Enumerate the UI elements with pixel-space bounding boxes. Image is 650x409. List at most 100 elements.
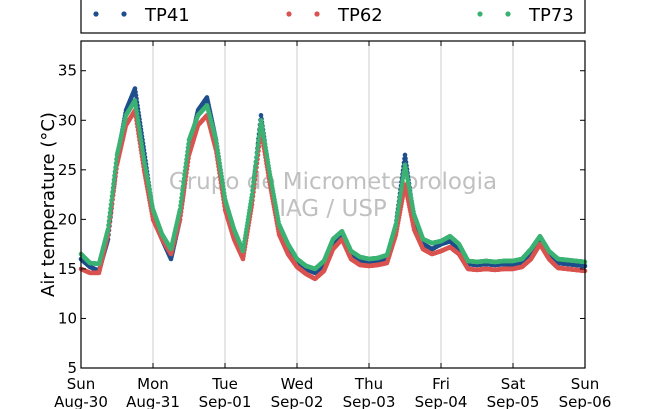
data-point	[186, 141, 191, 147]
data-point	[254, 151, 260, 156]
data-point	[180, 187, 185, 193]
data-point	[185, 145, 191, 151]
data-point	[251, 175, 257, 181]
data-point	[252, 167, 258, 173]
data-point	[108, 206, 113, 211]
y-tick-label: 15	[58, 260, 77, 278]
data-point	[112, 173, 117, 178]
data-point	[107, 214, 112, 220]
x-tick-label-date: Aug-30	[54, 393, 108, 409]
y-tick-label: 5	[67, 359, 77, 377]
y-tick-label: 20	[58, 210, 77, 228]
y-axis-title: Air temperature (°C)	[38, 112, 59, 297]
data-point	[255, 142, 261, 148]
legend-label: TP73	[528, 5, 574, 26]
x-tick-label-date: Aug-31	[126, 393, 180, 409]
data-point	[183, 160, 189, 166]
data-point	[252, 171, 257, 177]
data-point	[114, 156, 119, 162]
data-point	[250, 188, 255, 193]
x-tick-label-day: Sun	[67, 375, 96, 393]
data-point	[105, 226, 111, 232]
legend-marker	[121, 11, 127, 17]
x-tick-label-day: Wed	[281, 375, 314, 393]
legend-label: TP62	[337, 5, 383, 26]
data-point	[256, 134, 262, 140]
data-point	[403, 156, 408, 161]
data-point	[257, 130, 262, 135]
data-point	[179, 195, 184, 201]
data-point	[254, 155, 259, 160]
watermark-text: IAG / USP	[279, 196, 387, 222]
data-point	[256, 138, 261, 144]
legend-marker	[505, 11, 511, 17]
data-point	[181, 176, 187, 181]
legend-label: TP41	[144, 5, 190, 26]
x-tick-label-day: Mon	[137, 375, 169, 393]
data-point	[253, 159, 259, 164]
data-point	[110, 185, 116, 191]
data-point	[184, 153, 190, 158]
data-point	[255, 146, 260, 152]
data-point	[178, 203, 183, 208]
x-tick-label-date: Sep-04	[415, 393, 468, 409]
y-tick-label: 30	[58, 111, 77, 129]
data-point	[109, 193, 115, 199]
legend-marker	[314, 11, 320, 17]
data-point	[180, 184, 186, 189]
y-tick-label: 10	[58, 309, 77, 327]
data-point	[110, 189, 115, 195]
data-points	[78, 86, 588, 282]
legend-marker	[286, 11, 292, 17]
data-point	[250, 184, 256, 189]
data-point	[133, 89, 138, 95]
data-point	[113, 160, 119, 166]
data-point	[132, 86, 138, 91]
data-point	[112, 169, 118, 174]
series-TP73	[78, 98, 588, 272]
legend: TP41 TP62 TP73	[80, 0, 586, 34]
data-point	[179, 191, 185, 197]
x-tick-label-date: Sep-01	[199, 393, 252, 409]
x-tick-label-day: Tue	[211, 375, 238, 393]
x-tick-label-day: Thu	[354, 375, 383, 393]
x-tick-label-date: Sep-02	[271, 393, 324, 409]
data-point	[183, 164, 188, 170]
data-point	[133, 93, 139, 98]
y-tick-label: 25	[58, 161, 77, 179]
data-point	[181, 180, 186, 185]
data-point	[182, 172, 187, 178]
data-point	[111, 181, 116, 187]
data-point	[106, 218, 112, 224]
data-point	[249, 192, 255, 197]
x-tick-label-day: Fri	[432, 375, 450, 393]
x-tick-label-day: Sat	[501, 375, 526, 393]
data-point	[184, 157, 189, 162]
data-point	[113, 165, 118, 170]
data-point	[251, 179, 256, 185]
data-point	[258, 113, 264, 118]
data-point	[106, 222, 111, 228]
data-point	[253, 163, 258, 168]
x-axis: SunAug-30MonAug-31TueSep-01WedSep-02ThuS…	[54, 41, 611, 409]
x-tick-label-date: Sep-06	[559, 393, 612, 409]
data-point	[109, 198, 114, 203]
data-point	[177, 207, 183, 212]
x-tick-label-date: Sep-05	[487, 393, 540, 409]
data-point	[111, 177, 117, 183]
data-point	[185, 149, 190, 154]
data-point	[178, 199, 184, 205]
legend-marker	[93, 11, 99, 17]
data-point	[107, 210, 113, 216]
x-tick-label-day: Sun	[571, 375, 600, 393]
legend-box	[80, 0, 586, 34]
y-axis: 5 10 15 20 25 30 35	[58, 62, 585, 377]
legend-marker	[477, 11, 483, 17]
data-point	[402, 152, 408, 158]
x-tick-label-date: Sep-03	[343, 393, 396, 409]
y-tick-label: 35	[58, 62, 77, 80]
plot-area-frame	[80, 40, 586, 369]
data-point	[108, 202, 114, 207]
